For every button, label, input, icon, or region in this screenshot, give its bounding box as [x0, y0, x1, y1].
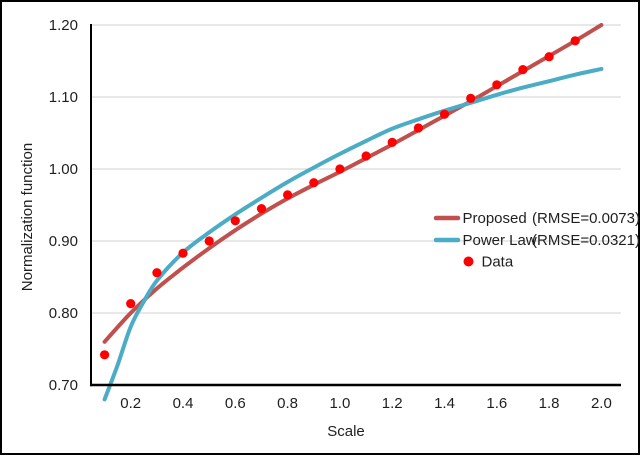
- y-tick-label: 1.10: [49, 89, 78, 106]
- x-tick-label: 0.4: [173, 395, 194, 412]
- x-tick-label: 1.2: [382, 395, 403, 412]
- power-law-curve: [102, 66, 604, 402]
- data-point: [256, 204, 267, 214]
- data-point: [413, 123, 423, 133]
- x-axis-title: Scale: [327, 423, 365, 440]
- proposed-curve: [102, 23, 604, 344]
- y-tick-label: 0.90: [49, 233, 78, 250]
- legend: Proposed (RMSE=0.0073) Power Law(RMSE=0.03…: [433, 210, 640, 271]
- data-point: [570, 36, 580, 46]
- x-tick-label: 0.8: [277, 395, 298, 412]
- data-point: [439, 109, 450, 119]
- data-point: [387, 137, 397, 147]
- data-point: [100, 350, 110, 360]
- y-tick-label: 0.70: [49, 377, 78, 394]
- data-point: [335, 164, 345, 174]
- legend-rmse-proposed: (RMSE=0.0073): [532, 210, 640, 227]
- x-tick-label: 0.2: [120, 395, 141, 412]
- y-tick-label: 1.20: [49, 17, 78, 34]
- y-axis-title: Normalization function: [19, 143, 36, 291]
- legend-label-power-law: Power Law: [463, 232, 537, 249]
- x-tick-label: 1.0: [329, 395, 350, 412]
- data-point: [230, 216, 240, 226]
- data-point: [361, 151, 371, 161]
- x-tick-label: 1.4: [434, 395, 455, 412]
- data-point: [283, 190, 293, 200]
- data-point: [126, 299, 136, 309]
- data-point: [466, 93, 476, 103]
- legend-label-proposed: Proposed: [463, 210, 527, 227]
- data-point: [178, 248, 188, 258]
- x-tick-label: 1.6: [486, 395, 507, 412]
- legend-marker-data: [463, 256, 474, 267]
- data-point: [152, 268, 162, 278]
- data-point: [309, 178, 319, 188]
- data-point: [492, 80, 502, 90]
- x-tick-label: 1.8: [539, 395, 560, 412]
- x-tick-label: 0.6: [225, 395, 246, 412]
- x-tick-label: 2.0: [591, 395, 612, 412]
- data-point: [204, 236, 214, 246]
- data-point: [544, 52, 554, 62]
- data-point: [518, 65, 528, 75]
- legend-rmse-power-law: (RMSE=0.0321): [532, 232, 640, 249]
- y-tick-label: 1.00: [49, 161, 78, 178]
- y-tick-label: 0.80: [49, 305, 78, 322]
- legend-label-data: Data: [482, 254, 514, 271]
